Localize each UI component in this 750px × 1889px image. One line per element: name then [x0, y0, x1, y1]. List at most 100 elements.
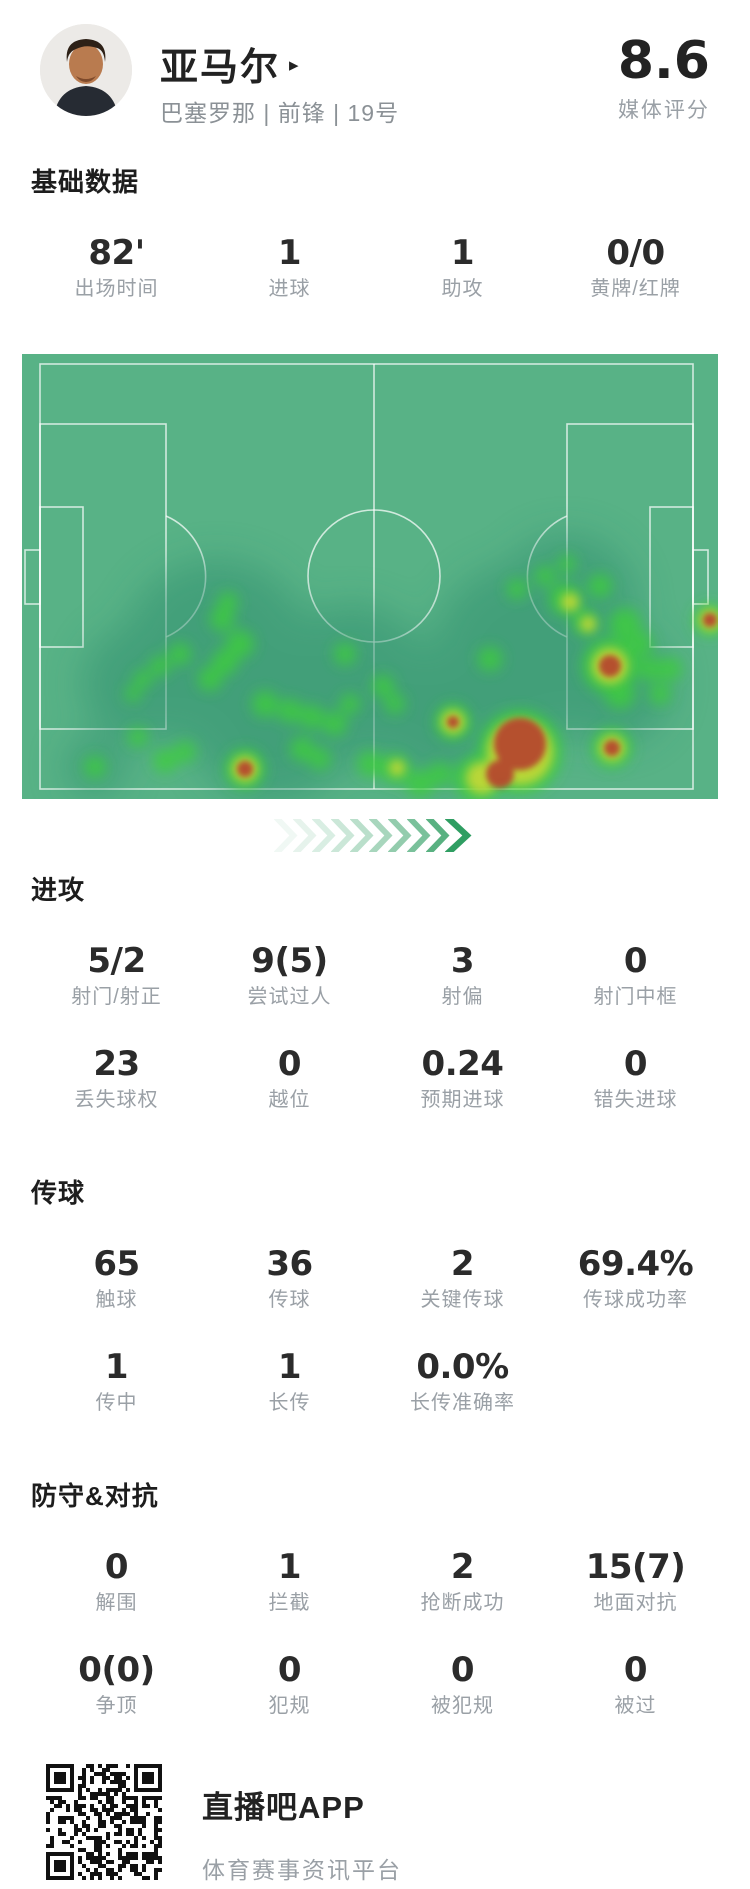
stat-label: 错失进球 [593, 1089, 678, 1111]
chevron-icon [273, 819, 298, 852]
stat-value: 0.24 [421, 1044, 504, 1084]
stat-value: 2 [450, 1244, 475, 1284]
stat-value: 1 [277, 1547, 302, 1587]
stat-row: 82' 出场时间 1 进球 1 助攻 0/0 黄牌/红牌 [0, 233, 750, 302]
section-title-attack: 进攻 [31, 875, 86, 905]
stat-cell: 0(0) 争顶 [30, 1650, 203, 1719]
stat-value: 1 [277, 1347, 302, 1387]
stat-label: 传球 [268, 1289, 311, 1311]
stat-cell: 2 关键传球 [376, 1244, 549, 1313]
app-tagline: 体育赛事资讯平台 [202, 1857, 402, 1883]
stat-cell: 0 错失进球 [549, 1044, 722, 1113]
stat-label: 传球成功率 [583, 1289, 688, 1311]
stat-label: 关键传球 [420, 1289, 505, 1311]
basic-stats: 82' 出场时间 1 进球 1 助攻 0/0 黄牌/红牌 [0, 233, 750, 302]
stat-label: 抢断成功 [420, 1592, 505, 1614]
player-header: 亚马尔 ▸ 巴塞罗那 | 前锋 | 19号 8.6 媒体评分 [0, 0, 750, 140]
attack-stats: 5/2 射门/射正 9(5) 尝试过人 3 射偏 0 射门中框 23 丢失球权 0 越位 0.24 预期进… [0, 941, 750, 1113]
stat-label: 长传 [268, 1392, 311, 1414]
stat-cell: 23 丢失球权 [30, 1044, 203, 1113]
stat-label: 射偏 [441, 986, 484, 1008]
stat-label: 触球 [95, 1289, 138, 1311]
stat-label: 越位 [268, 1089, 311, 1111]
stat-label: 被犯规 [431, 1695, 494, 1717]
stat-value: 0 [623, 941, 648, 981]
stat-value: 0/0 [606, 233, 665, 273]
name-arrow-icon: ▸ [289, 55, 299, 76]
stat-row: 1 传中 1 长传 0.0% 长传准确率 [0, 1347, 750, 1416]
stat-label: 射门中框 [593, 986, 678, 1008]
qr-code-icon [46, 1764, 162, 1880]
stat-value: 9(5) [251, 941, 328, 981]
stat-cell: 0/0 黄牌/红牌 [549, 233, 722, 302]
stat-row: 23 丢失球权 0 越位 0.24 预期进球 0 错失进球 [0, 1044, 750, 1113]
app-name: 直播吧APP [202, 1790, 365, 1825]
stat-cell: 1 长传 [203, 1347, 376, 1416]
stat-value: 0 [277, 1650, 302, 1690]
stat-cell: 3 射偏 [376, 941, 549, 1010]
stat-value: 15(7) [585, 1547, 686, 1587]
stat-label: 长传准确率 [410, 1392, 515, 1414]
section-title-basic: 基础数据 [31, 167, 140, 197]
stat-cell: 69.4% 传球成功率 [549, 1244, 722, 1313]
footer-text: 直播吧APP 体育赛事资讯平台 [202, 1782, 402, 1885]
stat-value: 1 [277, 233, 302, 273]
stat-row: 0 解围 1 拦截 2 抢断成功 15(7) 地面对抗 [0, 1547, 750, 1616]
stat-value: 0 [104, 1547, 129, 1587]
media-rating-label: 媒体评分 [617, 99, 710, 122]
stat-cell: 5/2 射门/射正 [30, 941, 203, 1010]
stat-cell: 1 拦截 [203, 1547, 376, 1616]
player-name-row[interactable]: 亚马尔 ▸ [160, 36, 299, 91]
stat-cell: 0 解围 [30, 1547, 203, 1616]
stat-cell [549, 1347, 722, 1416]
section-title-defense: 防守&对抗 [31, 1481, 159, 1511]
stat-label: 丢失球权 [74, 1089, 159, 1111]
stat-cell: 0 犯规 [203, 1650, 376, 1719]
pitch-heatmap-icon [22, 354, 718, 799]
stat-cell: 9(5) 尝试过人 [203, 941, 376, 1010]
stat-value: 23 [93, 1044, 140, 1084]
stat-cell: 1 传中 [30, 1347, 203, 1416]
stat-cell: 0 被过 [549, 1650, 722, 1719]
stat-label: 黄牌/红牌 [590, 278, 681, 300]
stat-value: 2 [450, 1547, 475, 1587]
stat-row: 0(0) 争顶 0 犯规 0 被犯规 0 被过 [0, 1650, 750, 1719]
stat-row: 5/2 射门/射正 9(5) 尝试过人 3 射偏 0 射门中框 [0, 941, 750, 1010]
stat-value: 1 [450, 233, 475, 273]
player-meta: 巴塞罗那 | 前锋 | 19号 [160, 100, 400, 126]
stat-cell: 0 被犯规 [376, 1650, 549, 1719]
stat-label: 地面对抗 [593, 1592, 678, 1614]
stat-label: 出场时间 [74, 278, 159, 300]
stat-cell: 82' 出场时间 [30, 233, 203, 302]
stat-cell: 15(7) 地面对抗 [549, 1547, 722, 1616]
stat-value: 0 [623, 1044, 648, 1084]
player-avatar [40, 24, 132, 116]
stat-value: 82' [88, 233, 145, 273]
stat-value: 0(0) [78, 1650, 155, 1690]
stat-cell: 0.0% 长传准确率 [376, 1347, 549, 1416]
passing-stats: 65 触球 36 传球 2 关键传球 69.4% 传球成功率 1 传中 1 长传 0.0% 长传准确率 [0, 1244, 750, 1416]
stat-label: 预期进球 [420, 1089, 505, 1111]
app-promo-footer: 直播吧APP 体育赛事资讯平台 [46, 1764, 750, 1885]
stat-cell: 1 助攻 [376, 233, 549, 302]
stat-label: 助攻 [441, 278, 484, 300]
stat-value: 65 [93, 1244, 140, 1284]
player-name: 亚马尔 [160, 47, 281, 89]
stat-value: 69.4% [577, 1244, 694, 1284]
media-rating-value: 8.6 [617, 31, 710, 91]
stat-label: 进球 [268, 278, 311, 300]
stat-label: 争顶 [95, 1695, 138, 1717]
stat-value: 5/2 [87, 941, 146, 981]
stat-row: 65 触球 36 传球 2 关键传球 69.4% 传球成功率 [0, 1244, 750, 1313]
stat-value: 0.0% [416, 1347, 509, 1387]
stat-label: 犯规 [268, 1695, 311, 1717]
stat-cell: 0 越位 [203, 1044, 376, 1113]
defense-stats: 0 解围 1 拦截 2 抢断成功 15(7) 地面对抗 0(0) 争顶 0 犯规 0 被犯规 0 被过 [0, 1547, 750, 1719]
stat-cell: 1 进球 [203, 233, 376, 302]
stat-cell: 2 抢断成功 [376, 1547, 549, 1616]
chevron-right-arrows [0, 819, 750, 852]
stat-value: 36 [266, 1244, 313, 1284]
player-photo-icon [40, 24, 132, 116]
stat-cell: 0.24 预期进球 [376, 1044, 549, 1113]
